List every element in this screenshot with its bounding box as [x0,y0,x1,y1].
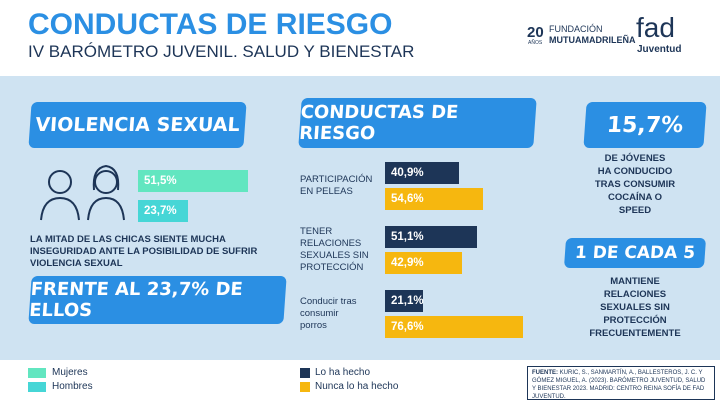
stat-banner: 15,7% [583,102,707,148]
category-label: SEXUALES SIN [300,250,369,261]
category-label: PARTICIPACIÓN [300,174,373,185]
stat-text: COCAÍNA O [607,192,662,203]
value-label: 40,9% [391,167,424,179]
stat-text: FRECUENTEMENTE [589,328,681,339]
logo-line: MUTUAMADRILEÑA [549,35,636,45]
value-label: 23,7% [144,205,177,217]
legend-swatch [300,382,310,392]
value-label: 51,1% [391,231,424,243]
bar: 51,1% [385,226,477,248]
legend-label: Lo ha hecho [315,367,371,378]
section-banner: FRENTE AL 23,7% DE ELLOS [28,276,287,324]
value-label: 42,9% [391,257,424,269]
stat-text: PROTECCIÓN [603,315,667,326]
category-label: porros [300,320,327,331]
legend-label: Mujeres [52,367,88,378]
bar: 42,9% [385,252,463,274]
value-label: 76,6% [391,321,424,333]
bar: 23,7% [138,200,189,222]
logo-line: FUNDACIÓN [549,24,603,34]
stat-banner: 1 DE CADA 5 [563,238,707,268]
people-icon [40,164,125,221]
bar: 76,6% [385,316,523,338]
source-text: KURIC, S., SANMARTÍN, A., BALLESTEROS, J… [532,370,706,400]
section-banner: VIOLENCIA SEXUAL [28,102,247,148]
legend-swatch [28,368,46,378]
legend-swatch [300,368,310,378]
violence-text: LA MITAD DE LAS CHICAS SIENTE MUCHA INSE… [30,234,258,269]
bar: 40,9% [385,162,459,184]
logo-number: 20 [527,24,544,41]
legend-swatch [28,382,46,392]
bar: 51,5% [138,170,248,192]
stat-text: DE JÓVENES [604,153,666,164]
stat-text: SEXUALES SIN [600,302,670,313]
value-label: 51,5% [144,175,177,187]
category-label: Conducir tras [300,296,357,307]
footer [0,360,720,405]
bar: 54,6% [385,188,484,210]
stat-text: HA CONDUCIDO [597,166,673,177]
category-label: consumir [300,308,339,319]
subtitle: IV BARÓMETRO JUVENIL. SALUD Y BIENESTAR [28,42,415,61]
bar: 21,1% [385,290,424,312]
category-label: RELACIONES [300,238,362,249]
stat-text: RELACIONES [603,289,667,300]
legend-label: Nunca lo ha hecho [315,381,399,392]
source: FUENTE: KURIC, S., SANMARTÍN, A., BALLES… [527,366,715,400]
category-label: PROTECCIÓN [300,262,364,273]
stat-text: SPEED [618,205,652,216]
title: CONDUCTAS DE RIESGO [28,8,393,41]
legend-label: Hombres [52,381,93,392]
logo-fad-sub: Juventud [637,44,682,55]
stat-text: TRAS CONSUMIR [594,179,676,190]
section-banner: CONDUCTAS DE RIESGO [298,98,537,148]
category-label: EN PELEAS [300,186,353,197]
value-label: 21,1% [391,295,424,307]
stat-text: MANTIENE [610,276,660,287]
logo-sub: AÑOS [528,40,543,46]
source-label: FUENTE: [532,370,558,376]
logo-fad: fad [636,12,675,43]
value-label: 54,6% [391,193,424,205]
header [0,0,720,76]
category-label: TENER [300,226,333,237]
